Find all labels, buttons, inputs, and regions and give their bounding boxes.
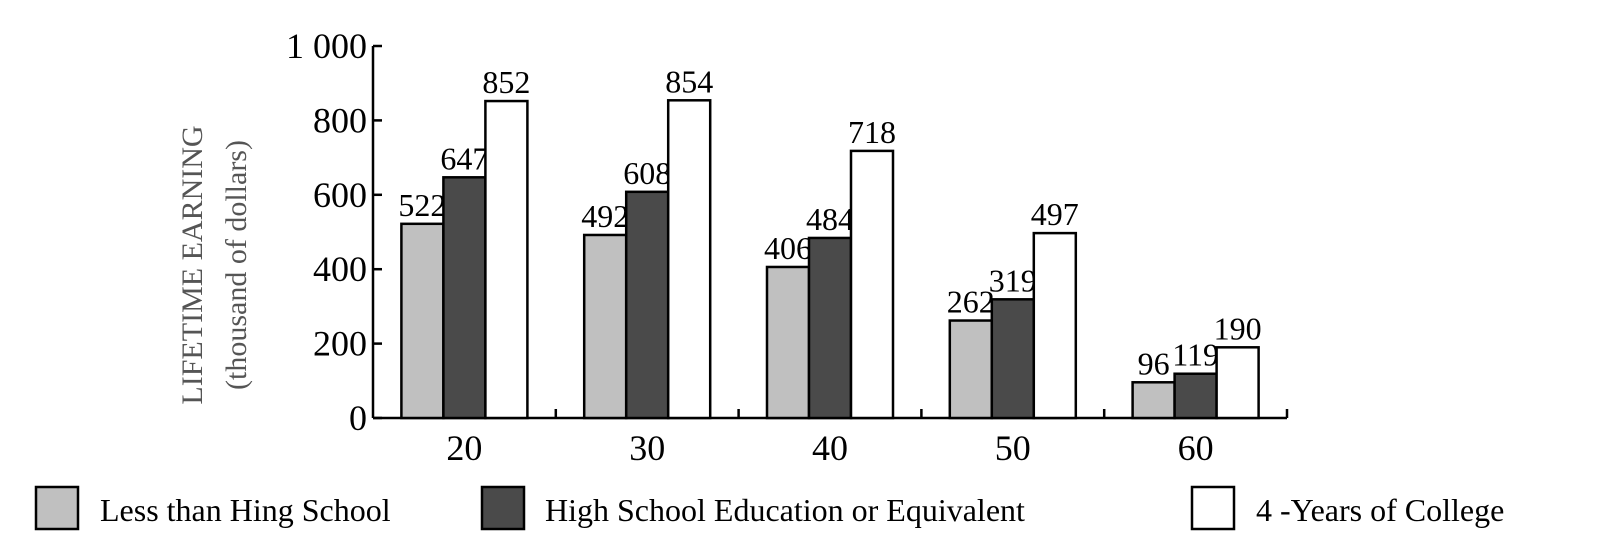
y-axis-label-line2: (thousand of dollars) (220, 140, 253, 390)
data-label: 484 (806, 201, 854, 237)
legend-swatch-college (1190, 485, 1236, 531)
legend-label: High School Education or Equivalent (545, 492, 1025, 528)
data-label: 647 (440, 140, 488, 176)
data-label: 190 (1214, 310, 1262, 346)
y-axis-label-line1: LIFETIME EARNING (176, 125, 209, 404)
x-tick-label: 50 (995, 428, 1031, 468)
data-label: 522 (398, 187, 446, 223)
data-label: 608 (623, 155, 671, 191)
bar-high-school-60 (1173, 372, 1218, 420)
y-tick-label: 200 (313, 324, 367, 364)
bar-high-school-30 (624, 190, 670, 420)
data-label: 852 (482, 64, 530, 100)
bar-high-school-50 (990, 298, 1036, 420)
data-label: 119 (1172, 337, 1219, 373)
bar-high-school-20 (442, 176, 487, 420)
bar-less-than-high-school-50 (948, 319, 994, 420)
legend: Less than Hing School High School Educati… (34, 485, 1504, 531)
bar-college-30 (666, 99, 712, 420)
y-tick-label: 1 000 (286, 26, 367, 66)
legend-label: 4 -Years of College (1256, 492, 1504, 528)
data-label: 262 (947, 284, 995, 320)
bar-less-than-high-school-20 (400, 222, 445, 420)
y-axis-label: LIFETIME EARNING (thousand of dollars) (176, 125, 253, 404)
y-tick-label: 400 (313, 249, 367, 289)
bar-high-school-40 (807, 236, 853, 420)
data-label: 718 (848, 114, 896, 150)
data-label: 96 (1138, 345, 1170, 381)
legend-swatch-less-than-high-school (34, 485, 80, 531)
y-tick-label: 0 (349, 398, 367, 438)
y-tick-label: 800 (313, 100, 367, 140)
data-label: 319 (989, 262, 1037, 298)
bar-less-than-high-school-40 (765, 265, 811, 420)
x-tick-label: 40 (812, 428, 848, 468)
bar-college-60 (1215, 346, 1260, 420)
bar-college-50 (1032, 231, 1078, 420)
data-label: 497 (1031, 196, 1079, 232)
bar-less-than-high-school-60 (1131, 381, 1176, 420)
bar-less-than-high-school-30 (582, 233, 628, 420)
bar-college-20 (484, 99, 529, 420)
legend-label: Less than Hing School (100, 492, 391, 528)
data-label: 406 (764, 230, 812, 266)
bar-college-40 (849, 149, 895, 420)
x-tick-label: 20 (446, 428, 482, 468)
axes: 0 200 400 600 800 1 000 20 30 40 50 60 (286, 26, 1289, 468)
x-tick-label: 60 (1178, 428, 1214, 468)
x-tick-label: 30 (629, 428, 665, 468)
data-label: 492 (581, 198, 629, 234)
legend-swatch-high-school (480, 485, 526, 531)
y-tick-label: 600 (313, 175, 367, 215)
data-label: 854 (665, 63, 713, 99)
